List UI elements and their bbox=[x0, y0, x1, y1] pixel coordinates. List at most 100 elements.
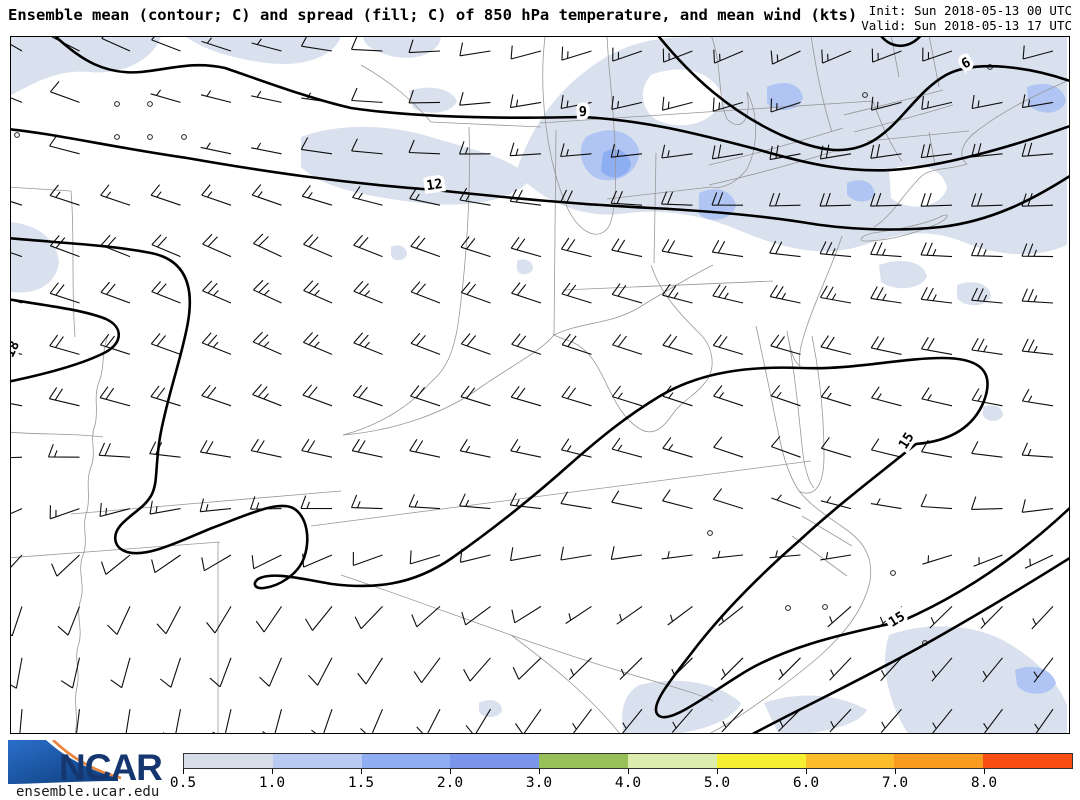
wind-barb-field bbox=[11, 37, 1054, 733]
wind-barb bbox=[1021, 388, 1054, 407]
wind-barb bbox=[100, 333, 131, 355]
colorbar-tick-label: 8.0 bbox=[970, 775, 998, 791]
wind-barb bbox=[353, 234, 383, 258]
wind-barb bbox=[970, 242, 1003, 258]
wind-barb bbox=[661, 96, 693, 111]
spread-fill-region bbox=[409, 87, 457, 113]
wind-barb bbox=[662, 489, 693, 510]
wind-barb bbox=[769, 284, 801, 304]
contour-label: 9 bbox=[579, 104, 588, 120]
wind-barb bbox=[150, 184, 181, 206]
colorbar: 0.5 1.0 1.5 2.0 3.0 4.0 5.0 6.0 7.0 8.0 bbox=[170, 753, 1073, 793]
wind-barb bbox=[971, 388, 1003, 407]
wind-barb bbox=[970, 496, 1003, 510]
wind-barb bbox=[49, 505, 80, 520]
wind-barb bbox=[870, 336, 902, 355]
wind-barb bbox=[611, 283, 643, 304]
wind-barb bbox=[253, 279, 282, 304]
wind-barb bbox=[712, 97, 744, 112]
wind-barb bbox=[820, 385, 852, 407]
spread-fill-region bbox=[11, 37, 161, 95]
wind-barb bbox=[770, 384, 801, 407]
wind-barb bbox=[57, 606, 81, 636]
contour-label: 15 bbox=[896, 430, 918, 452]
wind-barb bbox=[303, 234, 333, 258]
wind-barb bbox=[820, 285, 852, 304]
spread-fill-region bbox=[517, 259, 533, 275]
wind-barb bbox=[568, 657, 592, 680]
colorbar-segment bbox=[272, 754, 362, 768]
wind-barb bbox=[458, 141, 491, 155]
wind-barb bbox=[983, 708, 1003, 733]
wind-barb bbox=[410, 281, 441, 304]
state-boundary bbox=[710, 490, 872, 733]
wind-barb bbox=[509, 547, 542, 562]
state-boundary bbox=[755, 325, 825, 494]
wind-barb bbox=[771, 494, 801, 510]
init-time: Init: Sun 2018-05-13 00 UTC bbox=[868, 3, 1072, 18]
wind-barb bbox=[661, 144, 693, 159]
wind-barb bbox=[768, 192, 801, 207]
wind-barb bbox=[611, 385, 643, 407]
colorbar-tick-label: 5.0 bbox=[703, 775, 731, 791]
state-boundary bbox=[708, 89, 954, 186]
wind-barb bbox=[561, 333, 592, 355]
wind-barb bbox=[920, 192, 953, 207]
wind-barb bbox=[408, 89, 441, 104]
wind-barb bbox=[819, 192, 852, 207]
wind-barb bbox=[212, 709, 232, 733]
colorbar-segments bbox=[183, 753, 1073, 769]
wind-barb bbox=[920, 143, 953, 159]
wind-barb bbox=[252, 384, 282, 407]
wind-barb bbox=[199, 498, 232, 513]
wind-barb bbox=[206, 606, 232, 634]
wind-barb bbox=[770, 50, 801, 65]
spread-fill-region bbox=[879, 260, 927, 289]
wind-barb bbox=[931, 657, 953, 682]
wind-barb bbox=[560, 237, 592, 258]
wind-barb bbox=[48, 387, 80, 407]
spread-fill-region bbox=[767, 82, 803, 111]
wind-barb bbox=[712, 550, 744, 559]
wind-barb bbox=[778, 708, 801, 732]
colorbar-tick bbox=[806, 769, 807, 774]
colorbar-segment bbox=[539, 754, 628, 768]
wind-barb bbox=[769, 240, 801, 258]
wind-barb bbox=[712, 488, 744, 510]
wind-barb bbox=[113, 709, 131, 733]
wind-barb bbox=[99, 503, 131, 518]
colorbar-tick bbox=[450, 769, 451, 774]
wind-barb bbox=[100, 184, 131, 206]
wind-barb bbox=[49, 334, 80, 355]
wind-barb bbox=[11, 97, 23, 103]
wind-barb bbox=[459, 548, 491, 563]
site-url: ensemble.ucar.edu bbox=[16, 784, 160, 800]
colorbar-segment bbox=[627, 754, 717, 768]
wind-barb bbox=[561, 282, 592, 304]
calm-wind-icon bbox=[114, 134, 120, 140]
state-boundary bbox=[11, 186, 104, 438]
wind-barb bbox=[511, 282, 542, 304]
wind-barb bbox=[612, 333, 643, 355]
colorbar-tick bbox=[895, 769, 896, 774]
ncar-swoosh-orange-arc bbox=[52, 740, 122, 780]
wind-barb bbox=[459, 42, 491, 57]
wind-barb bbox=[770, 98, 801, 113]
wind-barb bbox=[560, 95, 592, 110]
wind-barb bbox=[612, 47, 643, 62]
wind-barb bbox=[662, 437, 693, 458]
wind-barb bbox=[611, 437, 643, 458]
temperature-contour bbox=[11, 128, 1069, 231]
wind-barb bbox=[51, 554, 80, 577]
wind-barb bbox=[201, 554, 232, 572]
wind-barb bbox=[510, 439, 542, 458]
wind-barb bbox=[259, 657, 283, 687]
state-boundary bbox=[70, 490, 342, 515]
colorbar-tick bbox=[539, 769, 540, 774]
wind-barb bbox=[253, 233, 282, 258]
wind-barb bbox=[827, 605, 852, 628]
wind-barb bbox=[353, 332, 383, 355]
wind-barb bbox=[149, 500, 181, 515]
wind-barb bbox=[661, 551, 693, 560]
wind-barb bbox=[720, 657, 744, 681]
